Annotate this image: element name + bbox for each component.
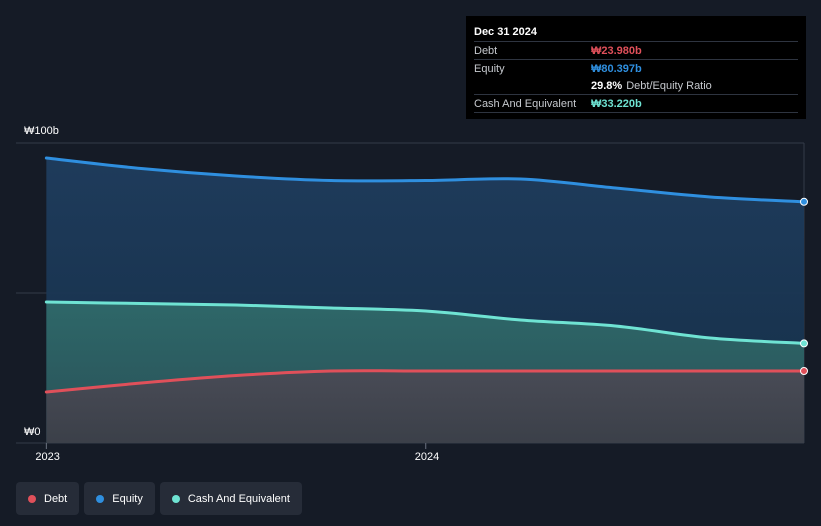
cash-dot-icon bbox=[171, 494, 180, 503]
chart-legend: Debt Equity Cash And Equivalent bbox=[16, 482, 302, 515]
tooltip-ratio-label: Debt/Equity Ratio bbox=[626, 79, 712, 92]
tooltip-date: Dec 31 2024 bbox=[474, 26, 537, 38]
tooltip-debt-label: Debt bbox=[474, 44, 498, 57]
y-tick-label-1: ₩0 bbox=[24, 426, 41, 438]
endpoint-equity bbox=[800, 197, 808, 206]
series-lines bbox=[44, 156, 806, 394]
tooltip-equity-label: Equity bbox=[474, 62, 505, 75]
tooltip-row-debt: Debt ₩23.980b bbox=[474, 41, 798, 59]
endpoint-debt bbox=[800, 367, 808, 375]
line-equity bbox=[44, 156, 806, 204]
y-tick-label-0: ₩100b bbox=[24, 125, 59, 137]
line-cash-and-equivalent bbox=[44, 300, 806, 345]
legend-item-equity[interactable]: Equity bbox=[84, 482, 155, 515]
tooltip-row-ratio: 29.8% Debt/Equity Ratio bbox=[474, 77, 798, 94]
x-axis: 2023 2024 bbox=[35, 443, 439, 463]
legend-item-cash[interactable]: Cash And Equivalent bbox=[159, 482, 302, 515]
x-tick-label-0: 2023 bbox=[35, 451, 59, 463]
tooltip-row-equity: Equity ₩80.397b bbox=[474, 59, 798, 77]
endpoint-cash-and-equivalent bbox=[800, 339, 808, 348]
end-points bbox=[800, 197, 808, 375]
legend-equity-label: Equity bbox=[112, 492, 143, 505]
x-tick-label-1: 2024 bbox=[415, 451, 439, 463]
tooltip-cash-label: Cash And Equivalent bbox=[474, 97, 577, 110]
tooltip-ratio-value: 29.8% bbox=[591, 79, 623, 92]
tooltip-panel: Dec 31 2024 Debt ₩23.980b Equity ₩80.397… bbox=[466, 16, 806, 119]
y-axis: ₩100b ₩0 bbox=[24, 125, 59, 438]
debt-dot-icon bbox=[28, 494, 36, 503]
legend-debt-label: Debt bbox=[44, 492, 68, 505]
area-fills bbox=[46, 158, 805, 443]
equity-dot-icon bbox=[96, 494, 105, 503]
legend-item-debt[interactable]: Debt bbox=[16, 482, 80, 515]
tooltip-equity-value: ₩80.397b bbox=[591, 62, 642, 75]
area-debt bbox=[46, 370, 805, 443]
tooltip-debt-value: ₩23.980b bbox=[591, 44, 642, 57]
line-debt bbox=[44, 369, 806, 394]
legend-cash-label: Cash And Equivalent bbox=[187, 492, 290, 505]
tooltip-cash-value: ₩33.220b bbox=[591, 97, 642, 110]
tooltip-row-cash: Cash And Equivalent ₩33.220b bbox=[474, 94, 798, 113]
